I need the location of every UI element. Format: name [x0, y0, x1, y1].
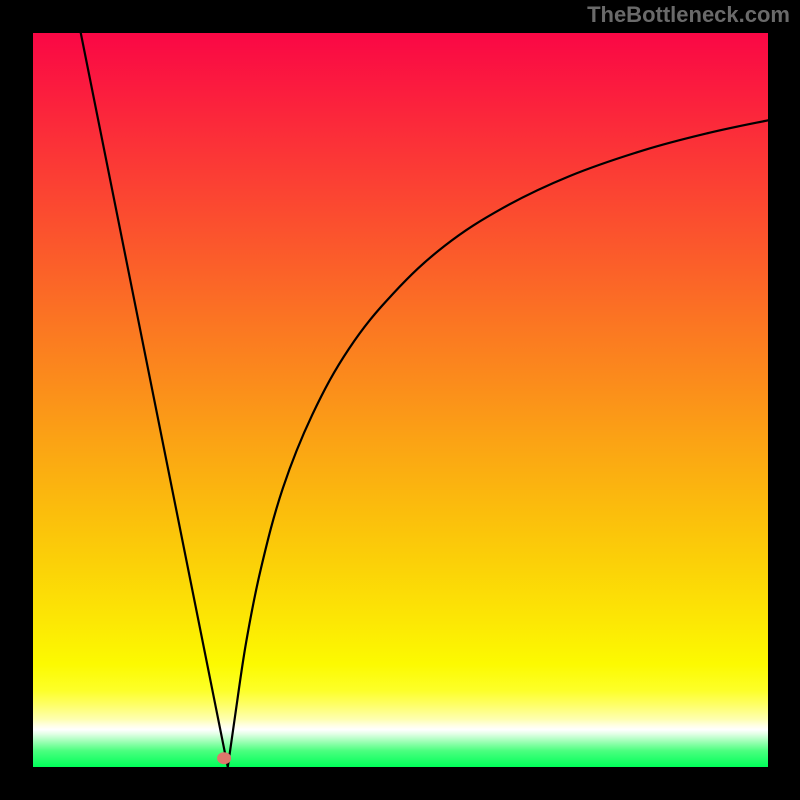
chart-container: TheBottleneck.com	[0, 0, 800, 800]
watermark-text: TheBottleneck.com	[587, 2, 790, 28]
min-point-marker	[33, 33, 768, 767]
plot-area	[33, 33, 768, 767]
